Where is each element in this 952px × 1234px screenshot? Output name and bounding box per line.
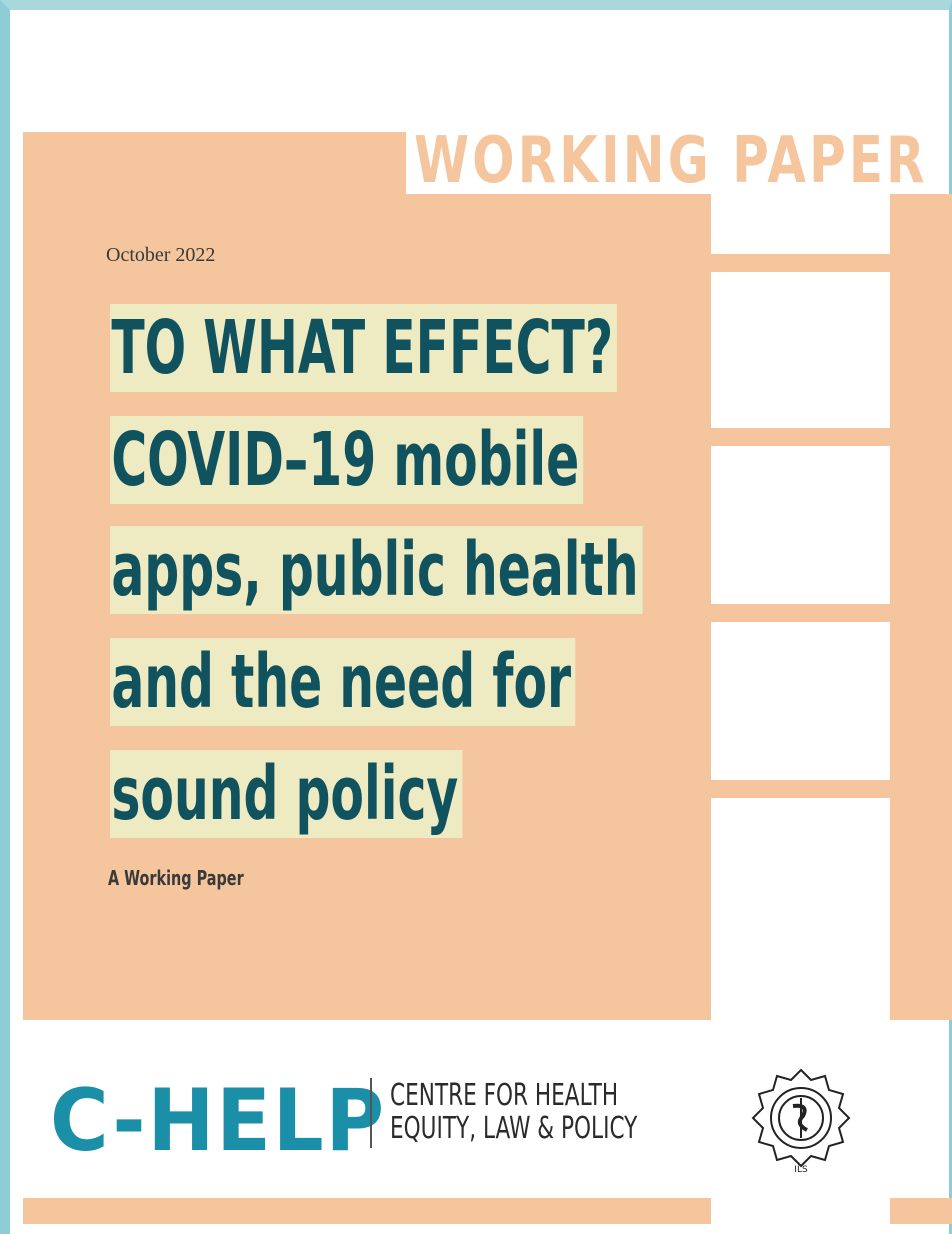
right-column-bar <box>890 194 952 1020</box>
footer-bar <box>23 1198 711 1224</box>
org-name-line-1: CENTRE FOR HEALTH <box>390 1078 619 1113</box>
ladder-rung <box>711 428 890 446</box>
header-band <box>23 132 406 194</box>
title-line-2: COVID–19 mobile <box>110 416 584 504</box>
subtitle: A Working Paper <box>108 866 244 890</box>
ladder-rung <box>711 254 890 272</box>
title-line-1: TO WHAT EFFECT? <box>110 304 618 392</box>
footer-bar-right <box>890 1198 952 1224</box>
title-line-3: apps, public health <box>110 526 643 614</box>
ladder-rung <box>711 604 890 622</box>
working-paper-label: WORKING PAPER <box>414 124 928 198</box>
org-name-line-2: EQUITY, LAW & POLICY <box>390 1111 638 1146</box>
ladder-rung <box>711 780 890 798</box>
publication-date: October 2022 <box>106 244 216 266</box>
title-line-4: and the need for <box>110 638 576 726</box>
ils-emblem-icon: ILS <box>751 1068 851 1174</box>
title-line-5: sound policy <box>110 750 463 838</box>
emblem-caption: ILS <box>794 1165 808 1174</box>
chelp-logo: C-HELP <box>50 1071 387 1171</box>
logo-divider <box>370 1078 372 1148</box>
